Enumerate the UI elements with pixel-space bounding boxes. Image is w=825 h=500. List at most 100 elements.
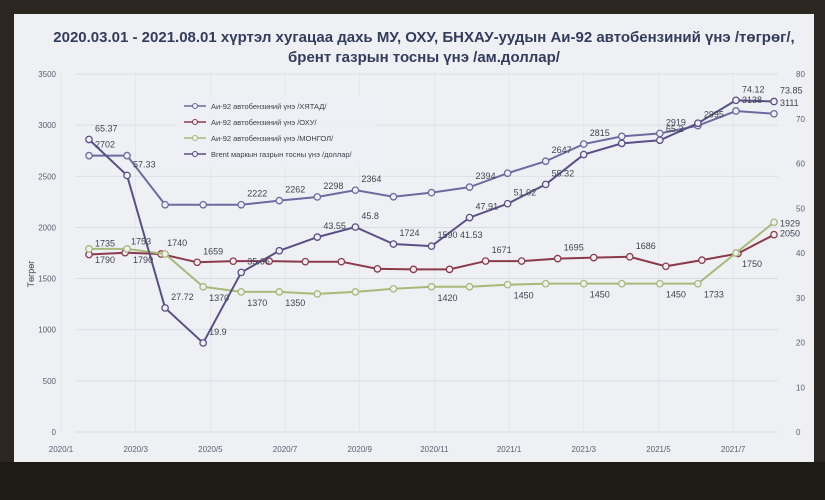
y-tick-label: 2500 [38,172,56,181]
data-point [161,304,169,312]
y2-tick-label: 0 [796,428,801,437]
data-point [193,258,202,267]
data-label: 47.91 [476,202,499,212]
data-point [275,288,284,296]
series-line-1 [88,233,775,271]
data-label: 1929 [780,219,800,229]
data-point [503,280,512,289]
data-point [445,265,454,274]
data-label: 2647 [552,145,572,155]
data-label: 65.2 [666,124,684,134]
data-point [275,196,284,205]
data-point [503,169,512,178]
data-point [237,200,246,209]
data-point [655,279,664,288]
y-tick-label: 1000 [38,326,56,335]
data-label: 1733 [704,290,724,300]
data-label: 43.55 [323,221,346,231]
data-point [351,186,360,195]
data-point [541,180,550,189]
data-point [625,252,634,261]
data-label: 57.33 [133,159,156,169]
y2-tick-label: 30 [796,294,805,303]
legend-entry: Аи-92 автобензиний үнэ /ХЯТАД/ [211,102,327,111]
legend-box [176,96,376,166]
data-label: 2364 [361,174,381,184]
data-label: 51.02 [514,188,537,198]
x-tick-label: 2020/5 [198,445,223,454]
data-label: 2815 [590,128,610,138]
data-point [161,250,169,258]
y-tick-label: 2000 [38,223,56,232]
data-point [265,257,274,266]
data-label: 2394 [476,171,496,181]
data-point [389,192,398,201]
data-point [465,213,474,222]
presentation-screen: 0 500 1000 1500 2000 2500 3000 3500 0 10 20 30 40 50 6… [14,14,814,462]
data-label: 35.66 [247,256,270,266]
data-point [465,183,474,191]
data-label: 1370 [247,298,267,308]
data-point [732,96,740,105]
x-tick-label: 2021/1 [497,445,522,454]
data-point [373,265,382,273]
data-point [199,282,208,291]
data-label: 1659 [203,246,223,256]
data-point [85,151,93,160]
line-chart: 0 500 1000 1500 2000 2500 3000 3500 0 10 20 30 40 50 6… [26,70,805,454]
data-label: 19.9 [209,327,227,337]
data-point [655,136,664,145]
y-tick-label: 500 [43,377,57,386]
data-label: 74.12 [742,84,765,94]
data-point [427,282,436,291]
data-label: 2702 [95,140,115,150]
data-point [553,254,562,263]
data-point [123,171,131,180]
data-point [199,339,208,347]
legend-marker [191,150,199,158]
data-point [389,240,398,248]
data-point [237,288,246,296]
data-label: 2298 [323,181,343,191]
data-point [732,107,740,115]
data-point [694,279,702,288]
chart-title: 2020.03.01 - 2021.08.01 хүртэл хугацаа д… [53,29,795,66]
data-label: 1450 [514,291,534,301]
data-point [313,290,322,298]
data-point [541,279,550,288]
y2-tick-label: 40 [796,249,805,258]
data-point [770,230,778,239]
data-label: 1695 [564,243,584,253]
data-point [313,193,322,201]
data-label: 1735 [95,239,115,249]
legend-entry: Brent маркын газрын тосны үнэ /доллар/ [211,150,353,159]
data-point [517,257,526,265]
data-label: 1686 [636,241,656,251]
data-point [427,188,436,197]
data-point [698,256,706,265]
y-tick-label: 3500 [38,70,56,79]
legend-entry: Аи-92 автобензиний үнэ /ОХУ/ [211,118,318,127]
data-point [589,253,598,262]
data-label: 1790 [133,255,153,265]
x-tick-label: 2020/11 [420,445,449,454]
data-label: 2262 [285,185,305,195]
data-label: 1724 [399,228,419,238]
x-tick-label: 2021/7 [721,445,746,454]
data-label: 1740 [167,238,187,248]
y2-tick-label: 80 [796,70,805,79]
data-point [161,200,169,209]
data-label: 1370 [209,293,229,303]
screen-bezel [0,462,825,500]
data-point [465,282,474,291]
x-tick-label: 2020/1 [49,445,74,454]
legend-marker [191,118,199,126]
data-point [301,257,310,266]
data-label: 1671 [492,245,512,255]
data-label: 1590 41.53 [438,230,483,240]
data-point [313,233,322,241]
data-point [123,245,131,253]
data-label: 1753 [131,237,151,247]
y2-tick-label: 60 [796,160,805,169]
data-label: 1420 [438,293,458,303]
